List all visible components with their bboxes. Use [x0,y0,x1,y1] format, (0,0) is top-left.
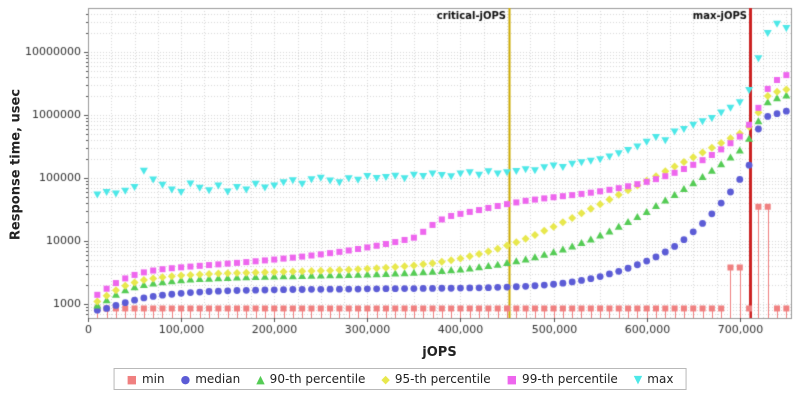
legend-item-min: ■ min [127,372,165,386]
legend-marker-90th-triangle-icon: ▲ [256,372,265,386]
x-axis-label: jOPS [422,345,457,360]
legend-marker-95th-diamond-icon: ◆ [381,372,390,386]
legend-label-max: max [647,372,674,386]
legend-marker-max-triangle-down-icon: ▼ [633,372,643,386]
plot-canvas [0,0,800,345]
legend-item-median: ● median [181,372,241,386]
legend-marker-min-square-icon: ■ [126,372,137,386]
y-axis-label: Response time, usec [8,88,24,241]
legend-item-99th-percentile: ■ 99-th percentile [507,372,618,386]
legend-label-99th-percentile: 99-th percentile [522,372,618,386]
legend-item-90th-percentile: ▲ 90-th percentile [256,372,365,386]
legend-marker-median-circle-icon: ● [180,372,191,386]
legend-label-90th-percentile: 90-th percentile [269,372,366,386]
legend-label-95th-percentile: 95-th percentile [394,372,491,386]
legend-item-95th-percentile: ◆ 95-th percentile [381,372,490,386]
legend-marker-99th-square-icon: ■ [506,372,518,386]
legend-label-median: median [195,372,241,386]
chart-legend: ■ min ● median ▲ 90-th percentile ◆ 95-t… [113,368,687,390]
legend-item-max: ▼ max [634,372,674,386]
legend-label-min: min [141,372,165,386]
